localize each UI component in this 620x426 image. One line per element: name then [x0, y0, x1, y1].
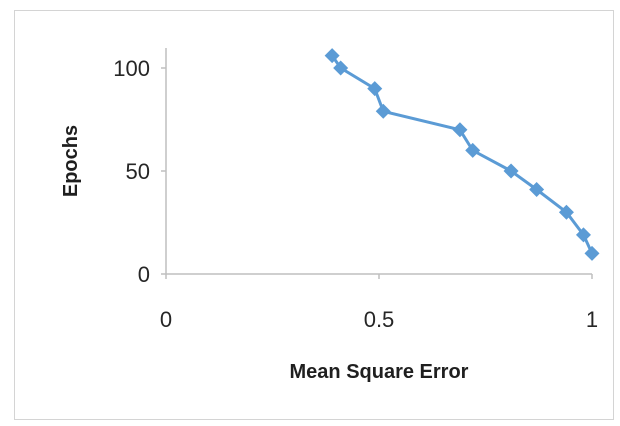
y-tick-label: 0 — [138, 262, 150, 287]
data-point-marker — [575, 227, 591, 243]
y-tick-label: 100 — [113, 56, 150, 81]
data-point-marker — [452, 122, 468, 138]
x-tick-label: 0 — [160, 307, 172, 332]
data-point-marker — [465, 142, 481, 158]
data-point-marker — [375, 103, 391, 119]
x-axis-title: Mean Square Error — [290, 361, 469, 383]
x-tick-label: 0.5 — [364, 307, 395, 332]
series-markers — [324, 48, 600, 261]
data-point-marker — [503, 163, 519, 179]
data-point-marker — [324, 48, 340, 64]
data-point-marker — [584, 245, 600, 261]
x-tick-label: 1 — [586, 307, 598, 332]
y-tick-label: 50 — [126, 159, 150, 184]
y-axis-title: Epochs — [60, 125, 82, 197]
chart-frame — [14, 10, 614, 420]
y-tick-labels: 0 50 100 — [113, 56, 166, 287]
data-point-marker — [333, 60, 349, 76]
x-tick-labels: 0 0.5 1 — [160, 274, 598, 332]
data-point-marker — [367, 81, 383, 97]
data-point-marker — [558, 204, 574, 220]
data-point-marker — [529, 182, 545, 198]
